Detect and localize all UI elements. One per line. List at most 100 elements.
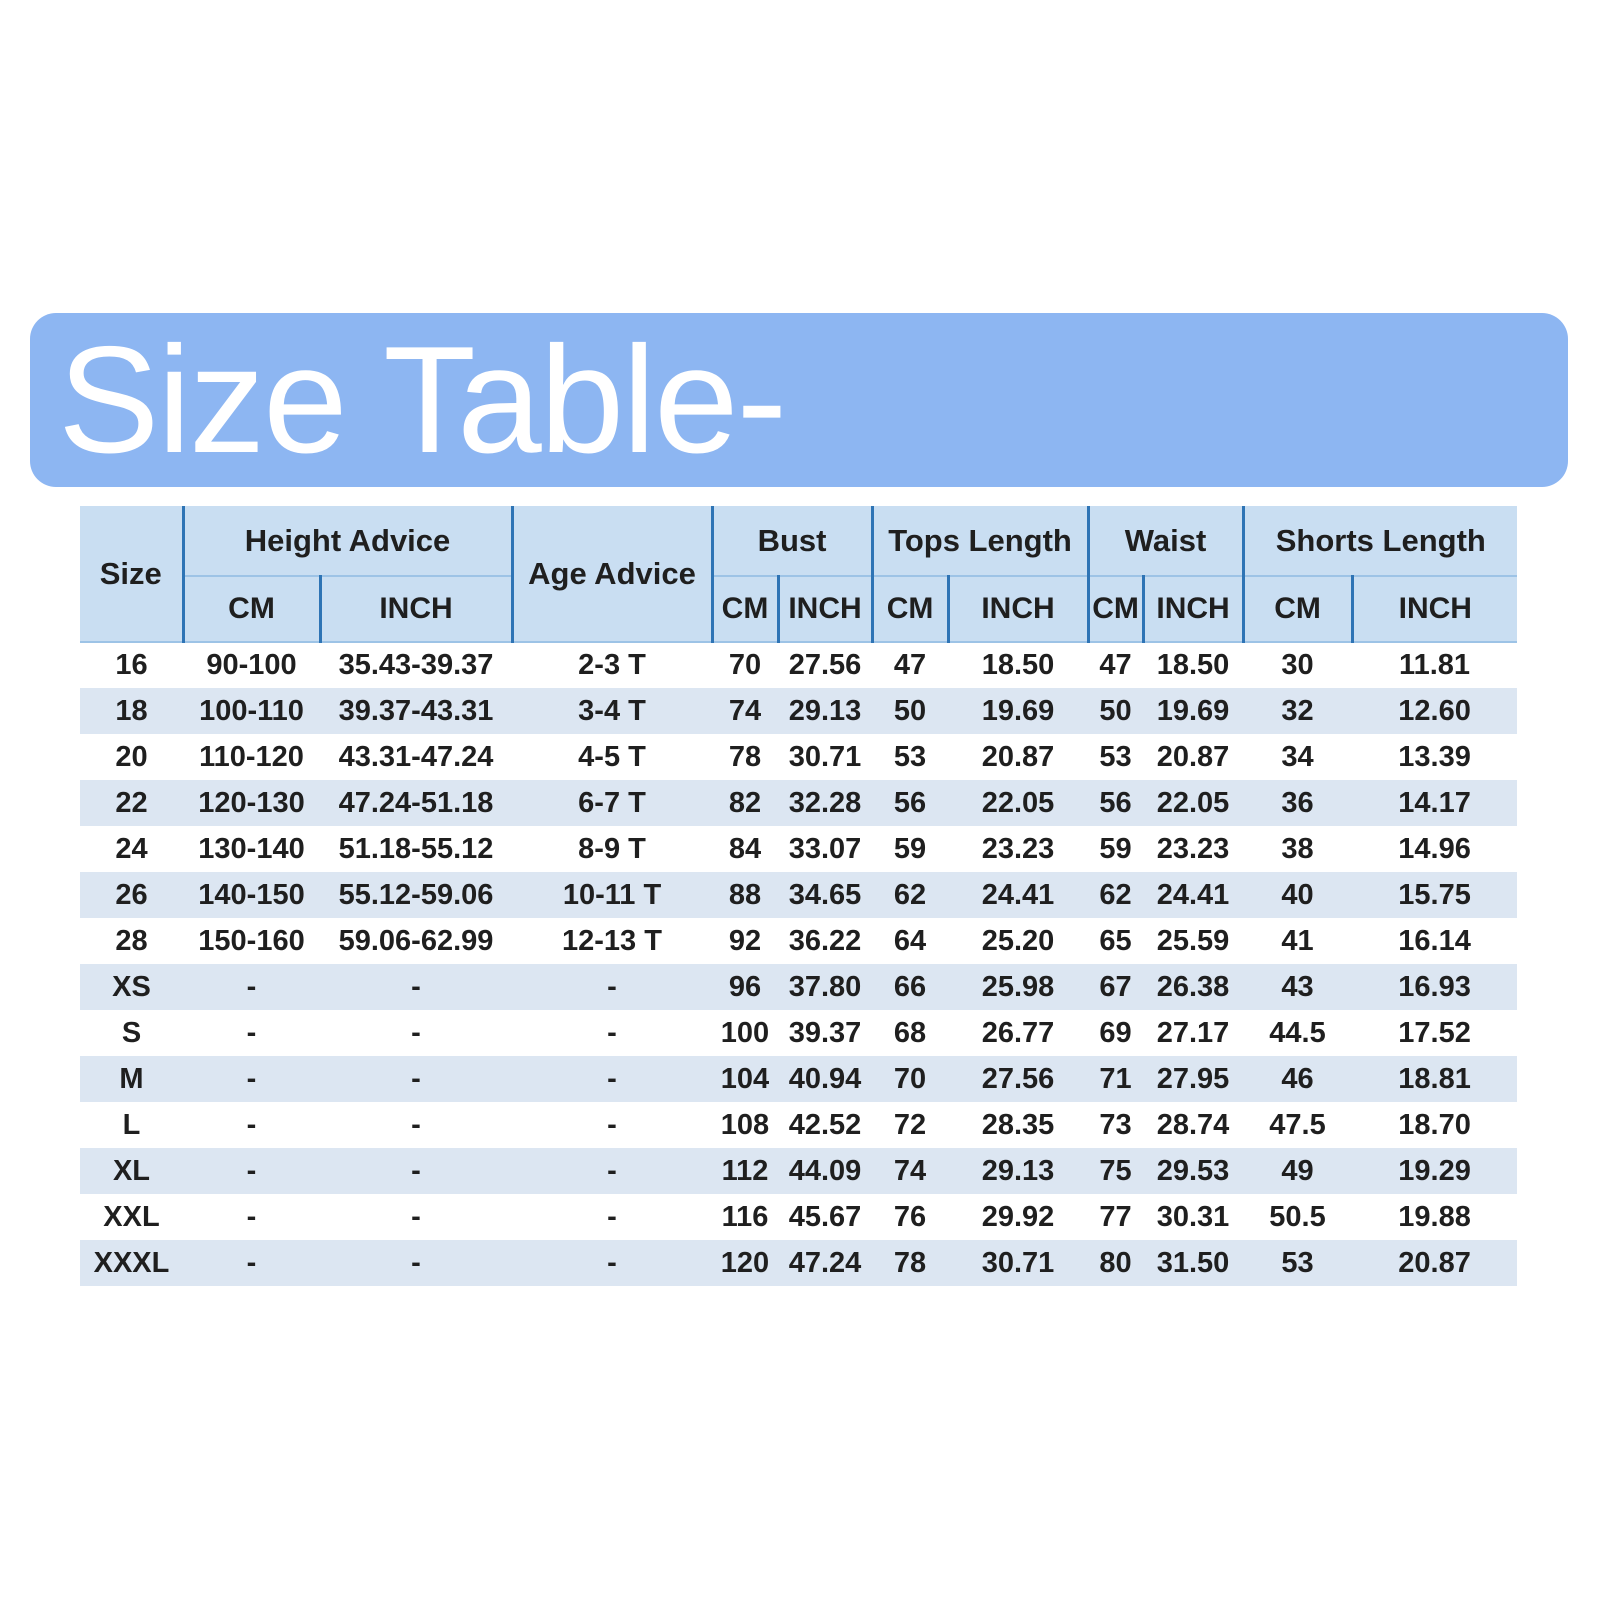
cell-size: XXL [80,1194,183,1240]
cell-tops-cm: 74 [872,1148,949,1194]
cell-waist-inch: 27.17 [1143,1010,1244,1056]
cell-shorts-cm: 49 [1243,1148,1353,1194]
cell-waist-inch: 30.31 [1143,1194,1244,1240]
cell-age: 4-5 T [512,734,712,780]
cell-bust-cm: 82 [712,780,778,826]
cell-waist-cm: 67 [1088,964,1144,1010]
cell-shorts-cm: 46 [1243,1056,1353,1102]
cell-shorts-cm: 43 [1243,964,1353,1010]
table-row: M - - -104 40.94 70 27.56 71 27.95 46 18.81 [80,1056,1518,1102]
cell-height-inch: 51.18-55.12 [320,826,512,872]
cell-shorts-cm: 30 [1243,642,1353,688]
size-table: Size Height Advice Age Advice Bust Tops … [80,506,1518,1286]
cell-bust-cm: 108 [712,1102,778,1148]
cell-waist-cm: 77 [1088,1194,1144,1240]
cell-tops-inch: 29.92 [948,1194,1089,1240]
cell-size: XXXL [80,1240,183,1286]
cell-height-cm: - [183,1010,320,1056]
table-row: 22 120-130 47.24-51.18 6-7 T 82 32.28 56 22.05 5… [80,780,1518,826]
cell-shorts-cm: 36 [1243,780,1353,826]
cell-bust-inch: 37.80 [778,964,873,1010]
cell-tops-cm: 50 [872,688,949,734]
cell-bust-inch: 40.94 [778,1056,873,1102]
cell-tops-cm: 53 [872,734,949,780]
cell-age: 2-3 T [512,642,712,688]
cell-height-inch: - [320,1148,512,1194]
cell-bust-inch: 42.52 [778,1102,873,1148]
cell-waist-inch: 25.59 [1143,918,1244,964]
cell-bust-inch: 29.13 [778,688,873,734]
cell-height-inch: - [320,1056,512,1102]
cell-height-inch: 43.31-47.24 [320,734,512,780]
cell-bust-cm: 100 [712,1010,778,1056]
cell-tops-cm: 66 [872,964,949,1010]
cell-tops-inch: 24.41 [948,872,1089,918]
header-tops-length: Tops Length [870,506,1089,577]
cell-tops-inch: 23.23 [948,826,1089,872]
cell-shorts-cm: 50.5 [1243,1194,1353,1240]
cell-tops-inch: 19.69 [948,688,1089,734]
cell-shorts-cm: 38 [1243,826,1353,872]
cell-tops-cm: 72 [872,1102,949,1148]
table-row: 18 100-110 39.37-43.31 3-4 T 74 29.13 50 19.69 5… [80,688,1518,734]
cell-shorts-inch: 18.81 [1352,1056,1518,1102]
cell-shorts-inch: 18.70 [1352,1102,1518,1148]
cell-height-cm: - [183,1240,320,1286]
cell-size: S [80,1010,183,1056]
cell-shorts-inch: 17.52 [1352,1010,1518,1056]
cell-bust-inch: 27.56 [778,642,873,688]
cell-bust-cm: 74 [712,688,778,734]
cell-height-inch: - [320,1010,512,1056]
table-row: 26 140-150 55.12-59.06 10-11 T 88 34.65 62 24.4… [80,872,1518,918]
cell-height-cm: 140-150 [183,872,320,918]
cell-height-cm: - [183,1148,320,1194]
table-row: 28 150-160 59.06-62.99 12-13 T 92 36.22 64 25.2… [80,918,1518,964]
table-row: XXXL - - -120 47.24 78 30.71 80 31.50 53 20.87 [80,1240,1518,1286]
table-row: XS - - -96 37.80 66 25.98 67 26.38 43 16.93 [80,964,1518,1010]
cell-age: 3-4 T [512,688,712,734]
cell-waist-cm: 69 [1088,1010,1144,1056]
cell-waist-cm: 47 [1088,642,1144,688]
cell-age: - [512,1056,712,1102]
header-height-advice: Height Advice [183,506,512,577]
cell-age: 6-7 T [512,780,712,826]
cell-waist-cm: 80 [1088,1240,1144,1286]
cell-shorts-inch: 20.87 [1352,1240,1518,1286]
cell-waist-cm: 50 [1088,688,1144,734]
header-age-advice: Age Advice [510,506,714,643]
cell-tops-inch: 25.20 [948,918,1089,964]
header-size: Size [80,506,185,643]
cell-tops-cm: 78 [872,1240,949,1286]
cell-height-inch: 55.12-59.06 [320,872,512,918]
cell-bust-inch: 45.67 [778,1194,873,1240]
cell-bust-cm: 116 [712,1194,778,1240]
size-table-body: 16 90-100 35.43-39.37 2-3 T 70 27.56 47 18.50 47… [80,642,1518,1286]
page-title: Size Table- [58,315,787,485]
cell-bust-cm: 112 [712,1148,778,1194]
cell-height-inch: 35.43-39.37 [320,642,512,688]
cell-shorts-inch: 13.39 [1352,734,1518,780]
cell-shorts-inch: 19.88 [1352,1194,1518,1240]
table-row: 24 130-140 51.18-55.12 8-9 T 84 33.07 59 23.23 5… [80,826,1518,872]
cell-height-cm: 90-100 [183,642,320,688]
header-tops-cm: CM [870,576,949,643]
cell-height-inch: 39.37-43.31 [320,688,512,734]
cell-height-cm: - [183,964,320,1010]
cell-waist-inch: 27.95 [1143,1056,1244,1102]
cell-age: 10-11 T [512,872,712,918]
cell-height-cm: 120-130 [183,780,320,826]
cell-tops-cm: 70 [872,1056,949,1102]
cell-age: - [512,1194,712,1240]
header-shorts-cm: CM [1241,576,1353,643]
cell-height-inch: - [320,1240,512,1286]
header-waist: Waist [1086,506,1244,577]
cell-size: 22 [80,780,183,826]
cell-tops-inch: 22.05 [948,780,1089,826]
cell-shorts-inch: 16.93 [1352,964,1518,1010]
cell-shorts-inch: 15.75 [1352,872,1518,918]
cell-height-inch: - [320,1194,512,1240]
cell-shorts-inch: 14.17 [1352,780,1518,826]
cell-tops-inch: 27.56 [948,1056,1089,1102]
cell-waist-cm: 53 [1088,734,1144,780]
